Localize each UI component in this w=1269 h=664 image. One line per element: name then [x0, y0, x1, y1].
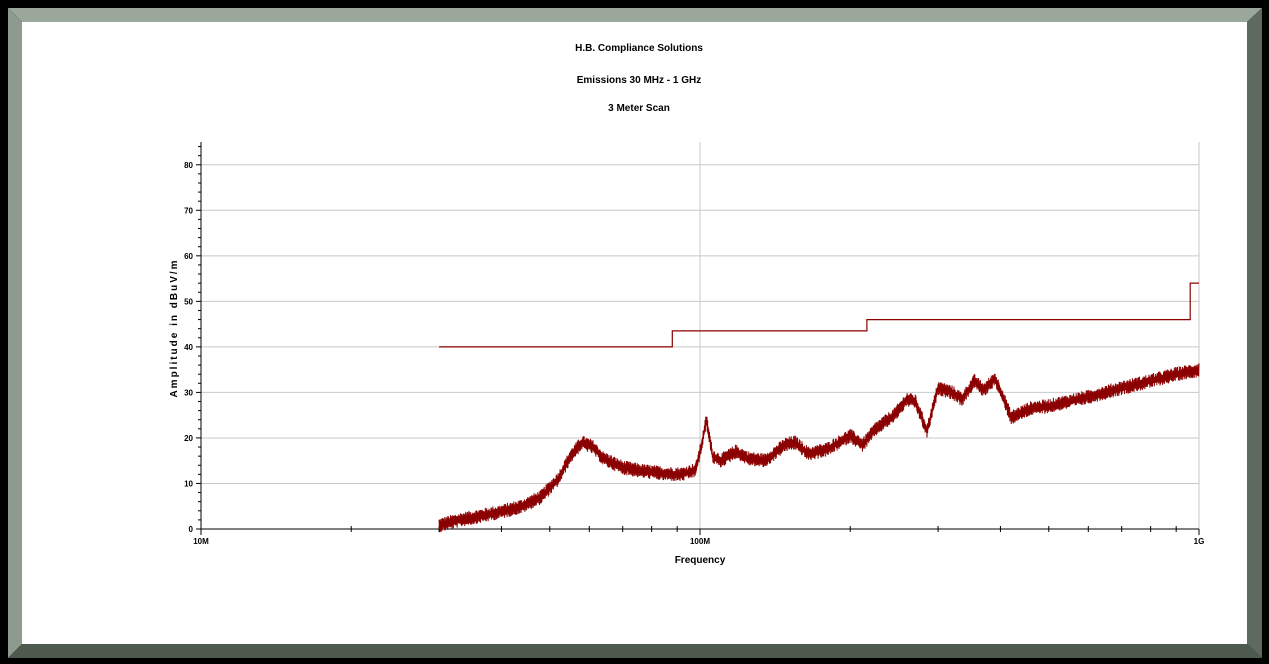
x-tick-label: 1G — [1194, 537, 1205, 546]
grid-layer — [201, 142, 1200, 529]
tick-labels: 0 10 20 30 40 50 60 70 80 10M 100M 1G — [184, 161, 1204, 546]
axes-layer — [196, 142, 1200, 535]
plot-canvas — [22, 22, 1247, 644]
series-layer — [438, 282, 1200, 533]
frame-bevel-right — [1247, 8, 1262, 658]
y-tick-label: 40 — [184, 343, 193, 352]
x-axis-label: Frequency — [675, 555, 726, 566]
frame-bevel-bottom — [8, 644, 1262, 658]
frame-bevel-top — [8, 8, 1262, 22]
y-tick-label: 30 — [184, 388, 193, 397]
x-tick-label: 100M — [690, 537, 710, 546]
y-tick-label: 20 — [184, 434, 193, 443]
y-axis-label: Amplitude in dBuV/m — [169, 258, 180, 397]
chart-subtitle: Emissions 30 MHz - 1 GHz — [577, 75, 701, 86]
y-tick-label: 80 — [184, 161, 193, 170]
chart-title: H.B. Compliance Solutions — [575, 43, 703, 54]
y-tick-label: 50 — [184, 297, 193, 306]
limit-line — [439, 282, 1199, 348]
y-tick-label: 60 — [184, 252, 193, 261]
x-tick-label: 10M — [193, 537, 209, 546]
emissions-trace — [438, 363, 1200, 533]
frame-bevel-left — [8, 8, 22, 658]
y-tick-label: 70 — [184, 206, 193, 215]
chart-subtitle-scan: 3 Meter Scan — [608, 103, 670, 114]
y-tick-label: 10 — [184, 479, 193, 488]
y-tick-label: 0 — [189, 525, 194, 534]
